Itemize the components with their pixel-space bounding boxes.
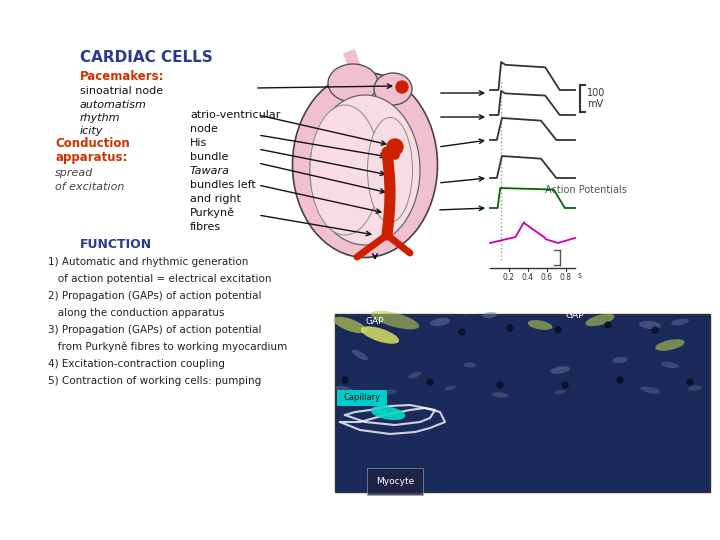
Text: from Purkyně fibres to working myocardium: from Purkyně fibres to working myocardiu… bbox=[48, 342, 287, 353]
Text: apparatus:: apparatus: bbox=[55, 151, 127, 164]
Ellipse shape bbox=[640, 387, 660, 394]
Text: 5) Contraction of working cells: pumping: 5) Contraction of working cells: pumping bbox=[48, 376, 261, 386]
Ellipse shape bbox=[292, 72, 438, 258]
Text: FUNCTION: FUNCTION bbox=[80, 238, 152, 251]
Text: 2) Propagation (GAPs) of action potential: 2) Propagation (GAPs) of action potentia… bbox=[48, 291, 261, 301]
Ellipse shape bbox=[661, 362, 679, 368]
Text: Capillary: Capillary bbox=[343, 393, 381, 402]
Text: bundles left: bundles left bbox=[190, 180, 256, 190]
Text: CARDIAC CELLS: CARDIAC CELLS bbox=[80, 50, 212, 65]
Ellipse shape bbox=[688, 386, 702, 390]
Ellipse shape bbox=[613, 357, 627, 363]
Text: 1) Automatic and rhythmic generation: 1) Automatic and rhythmic generation bbox=[48, 257, 248, 267]
Text: His: His bbox=[190, 138, 207, 148]
Ellipse shape bbox=[554, 390, 566, 394]
Text: icity: icity bbox=[80, 126, 104, 136]
Text: Action Potentials: Action Potentials bbox=[545, 185, 627, 195]
Ellipse shape bbox=[444, 386, 456, 390]
Ellipse shape bbox=[671, 319, 689, 325]
Ellipse shape bbox=[374, 73, 412, 105]
Text: 0.6: 0.6 bbox=[541, 273, 553, 282]
Ellipse shape bbox=[336, 386, 355, 394]
Text: rhythm: rhythm bbox=[80, 113, 120, 123]
Text: GAP: GAP bbox=[566, 310, 584, 320]
Text: Conduction: Conduction bbox=[55, 137, 130, 150]
Text: Working: Working bbox=[346, 322, 404, 335]
Ellipse shape bbox=[328, 64, 378, 102]
Ellipse shape bbox=[655, 339, 685, 351]
Text: Myocyte: Myocyte bbox=[376, 477, 414, 486]
Ellipse shape bbox=[352, 350, 368, 360]
Text: Tawara: Tawara bbox=[190, 166, 230, 176]
Ellipse shape bbox=[333, 317, 366, 333]
Text: along the conduction apparatus: along the conduction apparatus bbox=[48, 308, 225, 318]
Text: node: node bbox=[190, 124, 218, 134]
FancyBboxPatch shape bbox=[337, 390, 387, 406]
Circle shape bbox=[652, 327, 658, 333]
Ellipse shape bbox=[383, 389, 397, 395]
Text: fibres: fibres bbox=[190, 222, 221, 232]
Ellipse shape bbox=[310, 95, 420, 245]
Text: GAP: GAP bbox=[461, 307, 480, 316]
Text: sinoatrial node: sinoatrial node bbox=[80, 86, 163, 96]
Text: 4) Excitation-contraction coupling: 4) Excitation-contraction coupling bbox=[48, 359, 225, 369]
Text: contractility: contractility bbox=[342, 352, 408, 362]
Text: of action potential = electrical excitation: of action potential = electrical excitat… bbox=[48, 274, 271, 284]
Text: GAP: GAP bbox=[366, 318, 384, 327]
Text: atrio-ventricular: atrio-ventricular bbox=[190, 110, 280, 120]
Ellipse shape bbox=[371, 310, 419, 329]
Circle shape bbox=[427, 379, 433, 385]
Ellipse shape bbox=[408, 372, 422, 379]
Ellipse shape bbox=[371, 406, 405, 420]
Ellipse shape bbox=[639, 321, 661, 329]
Ellipse shape bbox=[464, 362, 476, 368]
Ellipse shape bbox=[482, 312, 498, 318]
Circle shape bbox=[605, 322, 611, 328]
Circle shape bbox=[507, 325, 513, 331]
Circle shape bbox=[497, 382, 503, 388]
Text: automatism: automatism bbox=[80, 100, 147, 110]
Circle shape bbox=[342, 377, 348, 383]
Text: 100
mV: 100 mV bbox=[587, 87, 606, 109]
Text: Purkyně: Purkyně bbox=[190, 208, 235, 219]
Ellipse shape bbox=[310, 105, 380, 235]
Ellipse shape bbox=[430, 318, 450, 326]
FancyBboxPatch shape bbox=[335, 314, 710, 492]
Ellipse shape bbox=[367, 118, 413, 222]
Text: bundle: bundle bbox=[190, 152, 228, 162]
Ellipse shape bbox=[550, 366, 570, 374]
Circle shape bbox=[562, 382, 568, 388]
Text: 0.8: 0.8 bbox=[559, 273, 572, 282]
Ellipse shape bbox=[528, 320, 552, 330]
Ellipse shape bbox=[361, 326, 399, 344]
Circle shape bbox=[459, 329, 465, 335]
Ellipse shape bbox=[585, 314, 615, 326]
Circle shape bbox=[396, 81, 408, 93]
Text: Pacemakers:: Pacemakers: bbox=[80, 70, 164, 83]
Text: spread: spread bbox=[55, 168, 94, 178]
Text: 0.2: 0.2 bbox=[503, 273, 515, 282]
Text: cells: cells bbox=[359, 336, 391, 349]
Circle shape bbox=[687, 379, 693, 385]
Circle shape bbox=[387, 139, 403, 155]
Text: 3) Propagation (GAPs) of action potential: 3) Propagation (GAPs) of action potentia… bbox=[48, 325, 261, 335]
Text: and right: and right bbox=[190, 194, 241, 204]
Ellipse shape bbox=[492, 393, 508, 397]
Circle shape bbox=[555, 327, 561, 333]
Text: s: s bbox=[578, 271, 582, 280]
Text: 0.4: 0.4 bbox=[522, 273, 534, 282]
Circle shape bbox=[617, 377, 623, 383]
Text: of excitation: of excitation bbox=[55, 182, 125, 192]
